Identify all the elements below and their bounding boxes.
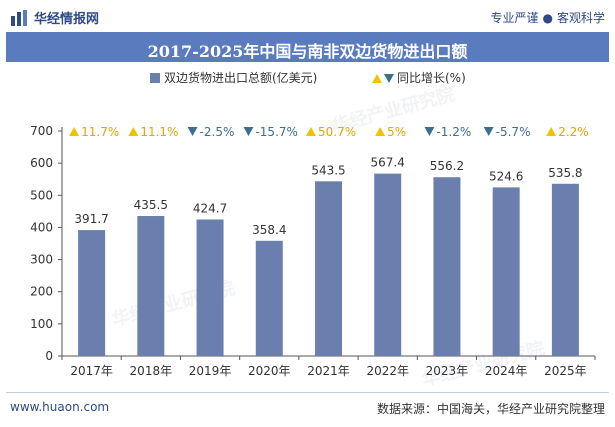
x-tick-label: 2019年: [189, 364, 232, 378]
growth-label: 11.1%: [140, 125, 178, 139]
bar: [255, 240, 283, 356]
tagline-separator: ●: [542, 11, 553, 25]
y-tick-label: 300: [30, 253, 53, 267]
x-tick-label: 2025年: [544, 364, 587, 378]
x-tick-label: 2021年: [307, 364, 350, 378]
growth-label: 50.7%: [318, 125, 356, 139]
y-tick-label: 0: [45, 349, 53, 363]
tagline-right: 客观科学: [556, 11, 605, 25]
tagline: 专业严谨 ● 客观科学: [490, 9, 605, 26]
growth-label: -1.2%: [436, 125, 471, 139]
y-tick-label: 700: [30, 124, 53, 138]
growth-label: -5.7%: [496, 125, 531, 139]
growth-down-icon: [187, 127, 198, 136]
growth-label: -2.5%: [200, 125, 235, 139]
data-source: 数据来源：中国海关，华经产业研究院整理: [376, 402, 605, 416]
bar-value-label: 435.5: [134, 198, 168, 212]
growth-up-icon: [546, 127, 557, 136]
growth-down-icon: [483, 127, 494, 136]
growth-up-icon: [69, 127, 80, 136]
bar-value-label: 391.7: [74, 212, 108, 226]
bar: [374, 173, 402, 356]
footer-divider: [6, 392, 609, 393]
legend-down-triangle-icon: [384, 74, 394, 83]
growth-label: -15.7%: [255, 125, 297, 139]
growth-down-icon: [243, 127, 254, 136]
bar: [433, 177, 461, 356]
brand[interactable]: 华经情报网: [10, 8, 99, 27]
legend-label-total: 双边货物进出口总额(亿美元): [164, 70, 317, 85]
growth-label: 5%: [387, 125, 406, 139]
x-tick-label: 2024年: [485, 364, 528, 378]
bar-value-label: 535.8: [548, 166, 582, 180]
growth-up-icon: [375, 127, 386, 136]
y-tick-label: 400: [30, 220, 53, 234]
bar: [492, 187, 520, 356]
y-tick-label: 600: [30, 156, 53, 170]
y-tick-label: 100: [30, 317, 53, 331]
legend-up-triangle-icon: [372, 74, 382, 83]
bar: [551, 183, 579, 356]
growth-down-icon: [424, 127, 435, 136]
bar-value-label: 543.5: [311, 163, 345, 177]
bar-value-label: 567.4: [371, 156, 405, 170]
growth-label: 2.2%: [558, 125, 589, 139]
bar-value-label: 556.2: [430, 159, 464, 173]
x-tick-label: 2022年: [366, 364, 409, 378]
x-tick-label: 2023年: [426, 364, 469, 378]
chart-title: 2017-2025年中国与南非双边货物进出口额: [147, 42, 468, 61]
bar-value-label: 424.7: [193, 201, 227, 215]
bar: [196, 219, 224, 356]
bar: [137, 216, 165, 356]
growth-up-icon: [128, 127, 139, 136]
legend-label-growth: 同比增长(%): [397, 71, 466, 85]
bar-value-label: 524.6: [489, 169, 523, 183]
bar: [315, 181, 342, 356]
x-tick-label: 2018年: [130, 364, 173, 378]
legend-swatch-total: [150, 73, 160, 83]
title-band: 2017-2025年中国与南非双边货物进出口额: [6, 32, 609, 62]
growth-label: 11.7%: [81, 125, 119, 139]
growth-up-icon: [306, 127, 316, 136]
bar-logo-icon: [11, 9, 27, 26]
y-tick-label: 500: [30, 188, 53, 202]
site-link[interactable]: www.huaon.com: [10, 400, 110, 414]
bar: [78, 230, 106, 356]
x-tick-label: 2017年: [70, 364, 113, 378]
bar-value-label: 358.4: [252, 223, 286, 237]
tagline-left: 专业严谨: [490, 11, 539, 25]
y-tick-label: 200: [30, 285, 53, 299]
x-tick-label: 2020年: [248, 364, 291, 378]
brand-name: 华经情报网: [34, 12, 100, 27]
bar-chart: 双边货物进出口总额(亿美元) 同比增长(%) 0 100 200 300 400 500 600…: [30, 70, 596, 378]
top-bar: 华经情报网 专业严谨 ● 客观科学: [0, 0, 615, 32]
